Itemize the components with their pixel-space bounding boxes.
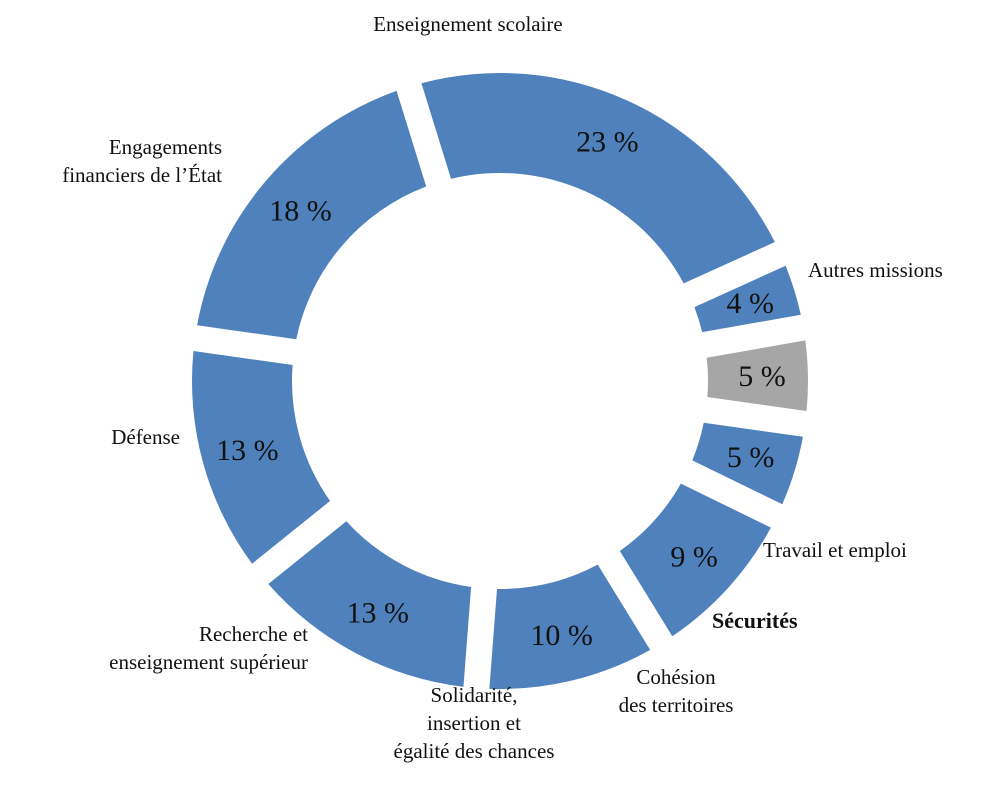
category-label-line: Autres missions <box>808 258 943 282</box>
category-label-line: Travail et emploi <box>763 538 907 562</box>
value-label-1: 18 % <box>269 195 332 228</box>
category-label-5: Cohésion des territoires <box>619 665 734 717</box>
value-labels: 18 % 23 % 4 % 5 % 5 % 9 % 10 % 13 % 13 % <box>216 126 786 653</box>
donut-slice-8 <box>268 521 472 687</box>
value-label-7: 10 % <box>530 619 593 652</box>
category-label-line: Cohésion <box>636 665 716 689</box>
value-label-6: 9 % <box>670 541 718 574</box>
category-label-9: Engagements financiers de l’État <box>62 135 222 187</box>
donut-slice-1 <box>197 90 427 340</box>
donut-slice-6 <box>619 483 771 637</box>
category-label-line: Recherche et <box>199 622 308 646</box>
category-label-line: Sécurités <box>712 608 798 633</box>
category-label-line: égalité des chances <box>394 739 555 763</box>
donut-slices <box>191 72 808 689</box>
donut-slice-4 <box>706 340 808 411</box>
category-label-line: des territoires <box>619 693 734 717</box>
value-label-3: 4 % <box>727 287 775 320</box>
category-label-6: Solidarité, insertion et égalité des chanc… <box>394 683 555 763</box>
category-label-line: enseignement supérieur <box>109 650 308 674</box>
category-label-line: Engagements <box>109 135 222 159</box>
value-label-5: 5 % <box>727 441 775 474</box>
category-label-line: financiers de l’État <box>62 163 222 187</box>
donut-slice-2 <box>421 72 775 284</box>
value-label-2: 23 % <box>576 126 639 159</box>
category-labels: Enseignement scolaire Autres missions Trav… <box>62 12 943 763</box>
category-label-1: Enseignement scolaire <box>373 12 563 36</box>
donut-slice-5 <box>692 422 803 505</box>
donut-slice-7 <box>489 564 651 689</box>
category-label-7: Recherche et enseignement supérieur <box>109 622 308 674</box>
category-label-line: Défense <box>111 425 180 449</box>
value-label-4: 5 % <box>738 360 786 393</box>
value-label-8: 13 % <box>347 596 410 629</box>
value-label-9: 13 % <box>216 434 279 467</box>
donut-slice-3 <box>694 265 801 333</box>
category-label-line: insertion et <box>427 711 521 735</box>
category-label-2: Autres missions <box>808 258 943 282</box>
donut-slice-9 <box>191 351 331 564</box>
category-label-3: Travail et emploi <box>763 538 907 562</box>
category-label-8: Défense <box>111 425 180 449</box>
category-label-4: Sécurités <box>712 608 798 633</box>
category-label-line: Solidarité, <box>431 683 518 707</box>
category-label-line: Enseignement scolaire <box>373 12 563 36</box>
